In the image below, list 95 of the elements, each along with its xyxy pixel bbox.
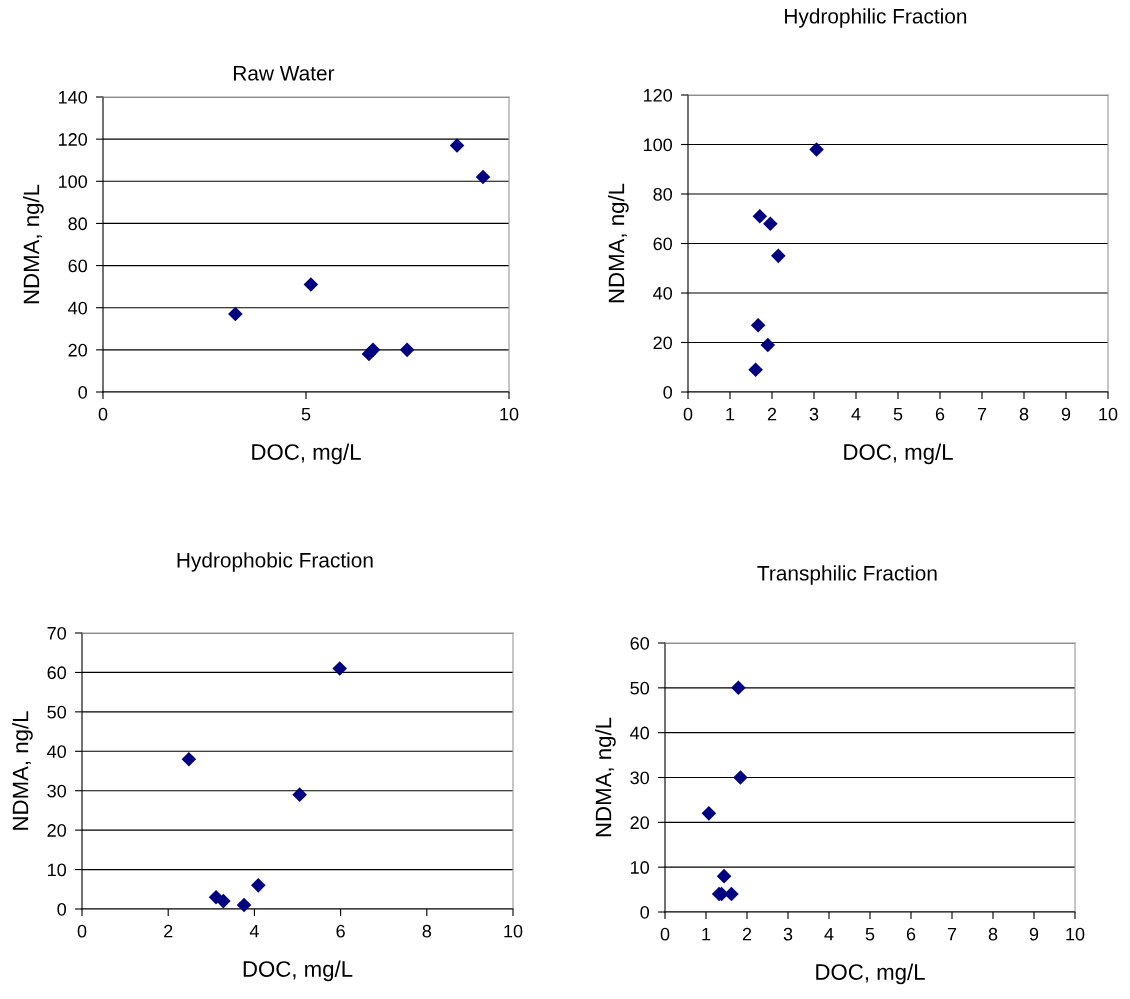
- y-axis-title: NDMA, ng/L: [23, 184, 44, 304]
- y-tick-label: 60: [653, 237, 673, 251]
- x-tick-label: 10: [1066, 927, 1085, 941]
- point: [701, 806, 717, 821]
- y-tick-label: 100: [643, 138, 673, 152]
- x-tick-label: 6: [906, 927, 916, 941]
- point: [748, 362, 763, 378]
- point: [475, 169, 491, 185]
- y-tick-label: 10: [631, 861, 650, 874]
- point: [724, 886, 739, 902]
- x-tick-label: 3: [783, 927, 793, 941]
- y-tick-label: 30: [47, 784, 67, 798]
- y-tick-label: 0: [640, 905, 650, 919]
- point: [760, 337, 776, 353]
- x-tick-label: 8: [1019, 407, 1029, 421]
- x-tick-label: 9: [1029, 927, 1039, 941]
- x-tick-label: 0: [98, 407, 108, 421]
- point: [752, 208, 768, 224]
- y-tick-label: 60: [68, 259, 88, 273]
- point: [236, 897, 252, 913]
- point: [365, 342, 381, 358]
- y-tick-label: 60: [47, 666, 67, 680]
- y-tick-label: 120: [58, 133, 88, 146]
- y-tick-label: 50: [47, 705, 67, 719]
- x-tick-label: 4: [249, 924, 259, 938]
- x-tick-label: 5: [301, 407, 311, 421]
- point: [750, 317, 766, 333]
- x-tick-label: 7: [977, 407, 987, 421]
- x-tick-label: 2: [767, 407, 777, 421]
- y-tick-label: 20: [47, 824, 67, 837]
- x-tick-label: 6: [935, 407, 945, 421]
- y-tick-label: 50: [630, 681, 650, 695]
- point: [733, 770, 748, 785]
- x-tick-label: 1: [726, 407, 735, 421]
- point: [716, 868, 732, 884]
- chart-title: Transphilic Fraction: [757, 565, 937, 585]
- chart-title: Hydrophobic Fraction: [177, 552, 373, 572]
- point: [771, 248, 786, 264]
- chart-title: Raw Water: [233, 66, 335, 81]
- x-tick-label: 8: [422, 924, 432, 938]
- x-tick-label: 5: [865, 927, 875, 941]
- point: [292, 787, 307, 802]
- point: [181, 751, 197, 767]
- x-axis-title: DOC, mg/L: [844, 443, 953, 465]
- y-tick-label: 0: [663, 385, 673, 399]
- y-tick-label: 40: [68, 301, 88, 315]
- point: [763, 216, 778, 231]
- point: [399, 342, 415, 358]
- point: [809, 142, 824, 157]
- y-tick-label: 80: [653, 187, 673, 201]
- point: [303, 277, 319, 292]
- point: [449, 138, 465, 153]
- x-axis-title: DOC, mg/L: [243, 960, 353, 982]
- x-axis-title: DOC, mg/L: [816, 963, 925, 985]
- x-tick-label: 10: [500, 407, 519, 421]
- x-tick-label: 3: [809, 407, 819, 421]
- point: [216, 893, 231, 909]
- y-tick-label: 20: [68, 343, 88, 357]
- y-tick-label: 0: [78, 385, 88, 399]
- x-tick-label: 6: [336, 924, 345, 938]
- point: [332, 661, 348, 676]
- x-tick-label: 4: [851, 407, 861, 421]
- x-tick-label: 1: [702, 927, 711, 941]
- y-axis-title: NDMA, ng/L: [12, 711, 33, 830]
- x-tick-label: 2: [742, 927, 752, 941]
- x-tick-label: 10: [1099, 407, 1118, 421]
- y-tick-label: 120: [643, 88, 673, 102]
- point: [228, 306, 243, 322]
- y-axis-title: NDMA, ng/L: [608, 183, 629, 303]
- point: [731, 680, 746, 696]
- y-tick-label: 140: [58, 90, 88, 104]
- y-tick-label: 40: [47, 745, 67, 759]
- y-tick-label: 60: [630, 636, 650, 650]
- y-tick-label: 70: [47, 626, 67, 640]
- x-tick-label: 5: [893, 407, 903, 421]
- y-tick-label: 40: [653, 286, 673, 300]
- y-tick-label: 20: [630, 816, 650, 830]
- y-tick-label: 100: [58, 175, 88, 189]
- y-tick-label: 80: [68, 217, 88, 231]
- y-tick-label: 20: [653, 336, 673, 350]
- x-tick-label: 0: [683, 407, 693, 421]
- y-tick-label: 40: [630, 726, 650, 740]
- x-tick-label: 8: [988, 927, 998, 941]
- y-tick-label: 0: [57, 902, 67, 916]
- x-tick-label: 4: [824, 927, 834, 941]
- x-tick-label: 10: [504, 924, 523, 938]
- x-axis-title: DOC, mg/L: [252, 443, 361, 465]
- point: [251, 878, 266, 893]
- chart-title: Hydrophilic Fraction: [785, 8, 967, 28]
- x-tick-label: 2: [164, 924, 173, 938]
- x-tick-label: 9: [1061, 407, 1071, 421]
- y-tick-label: 10: [48, 863, 67, 877]
- y-tick-label: 30: [630, 771, 650, 785]
- y-axis-title: NDMA, ng/L: [595, 717, 616, 837]
- x-tick-label: 7: [947, 927, 957, 941]
